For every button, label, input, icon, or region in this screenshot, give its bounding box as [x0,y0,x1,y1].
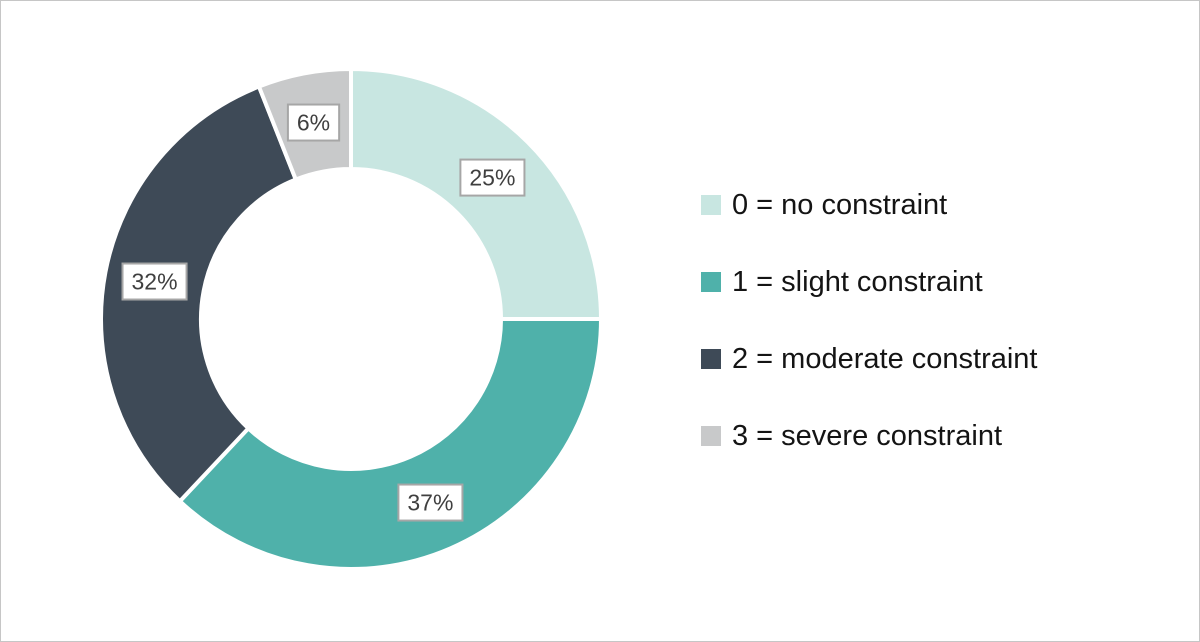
legend-item: 3 = severe constraint [701,421,1037,451]
legend-swatch [701,272,721,292]
legend-item: 2 = moderate constraint [701,344,1037,374]
legend-label: 3 = severe constraint [732,420,1003,452]
legend-label: 1 = slight constraint [732,266,983,298]
slice-label-text: 25% [469,165,515,191]
slice-data-label: 25% [459,158,526,197]
legend-label: 2 = moderate constraint [732,343,1038,375]
donut-slice-2 [99,83,299,505]
chart-legend: 0 = no constraint 1 = slight constraint 2 … [701,190,1037,451]
slice-label-box [286,103,341,142]
legend-item: 1 = slight constraint [701,267,1037,297]
legend-item: 0 = no constraint [701,190,1037,220]
slice-data-label: 32% [121,262,188,301]
slice-label-text: 32% [132,269,178,295]
donut-chart: 25% 37% 32% 6% [99,66,604,571]
slice-data-label: 6% [286,103,341,142]
donut-slice-1 [177,317,604,571]
slice-data-label: 37% [397,483,464,522]
slice-label-box [397,483,464,522]
slice-label-text: 37% [407,490,453,516]
slice-label-box [121,262,188,301]
slice-label-text: 6% [297,110,330,136]
slice-label-box [459,158,526,197]
legend-swatch [701,195,721,215]
legend-swatch [701,426,721,446]
legend-label: 0 = no constraint [732,189,948,221]
legend-swatch [701,349,721,369]
